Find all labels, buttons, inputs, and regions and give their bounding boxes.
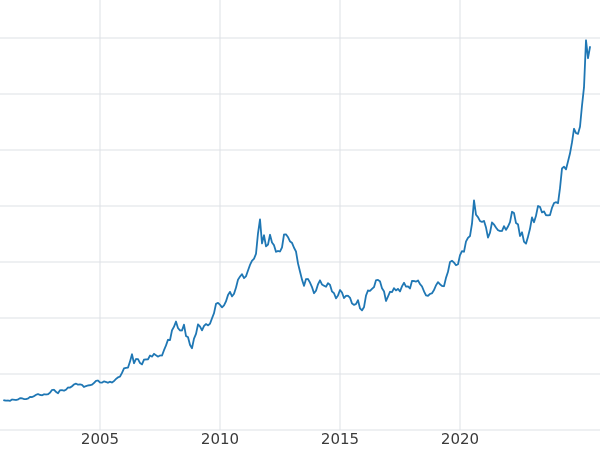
x-tick-label: 2010 [201,430,239,448]
x-tick-label: 2015 [321,430,359,448]
x-tick-label: 2020 [441,430,479,448]
price-line [3,39,591,402]
x-tick-label: 2005 [81,430,119,448]
